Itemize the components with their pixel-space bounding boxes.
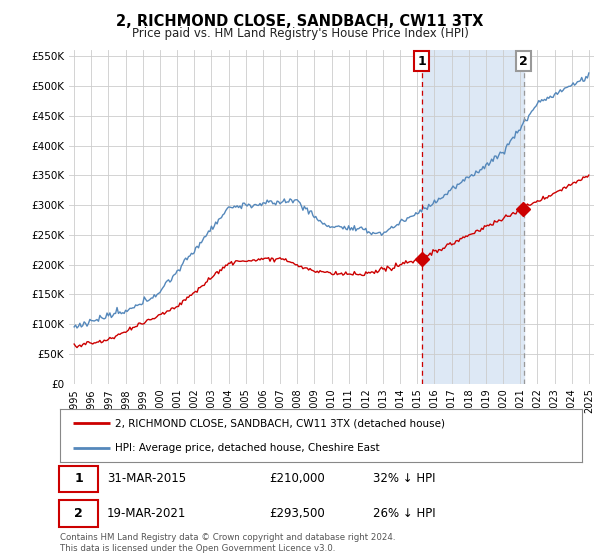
Text: 1: 1 — [74, 473, 83, 486]
Text: £210,000: £210,000 — [269, 473, 325, 486]
Text: 31-MAR-2015: 31-MAR-2015 — [107, 473, 186, 486]
Text: £293,500: £293,500 — [269, 507, 325, 520]
Text: 2, RICHMOND CLOSE, SANDBACH, CW11 3TX: 2, RICHMOND CLOSE, SANDBACH, CW11 3TX — [116, 14, 484, 29]
Text: 32% ↓ HPI: 32% ↓ HPI — [373, 473, 436, 486]
Text: 19-MAR-2021: 19-MAR-2021 — [107, 507, 187, 520]
Text: HPI: Average price, detached house, Cheshire East: HPI: Average price, detached house, Ches… — [115, 442, 379, 452]
Text: 2: 2 — [519, 55, 528, 68]
Text: 2: 2 — [74, 507, 83, 520]
Text: Contains HM Land Registry data © Crown copyright and database right 2024.
This d: Contains HM Land Registry data © Crown c… — [60, 533, 395, 553]
Text: Price paid vs. HM Land Registry's House Price Index (HPI): Price paid vs. HM Land Registry's House … — [131, 27, 469, 40]
Text: 26% ↓ HPI: 26% ↓ HPI — [373, 507, 436, 520]
Text: 2, RICHMOND CLOSE, SANDBACH, CW11 3TX (detached house): 2, RICHMOND CLOSE, SANDBACH, CW11 3TX (d… — [115, 418, 445, 428]
Text: 1: 1 — [417, 55, 426, 68]
FancyBboxPatch shape — [59, 500, 98, 526]
Bar — [422, 50, 524, 384]
FancyBboxPatch shape — [59, 466, 98, 492]
